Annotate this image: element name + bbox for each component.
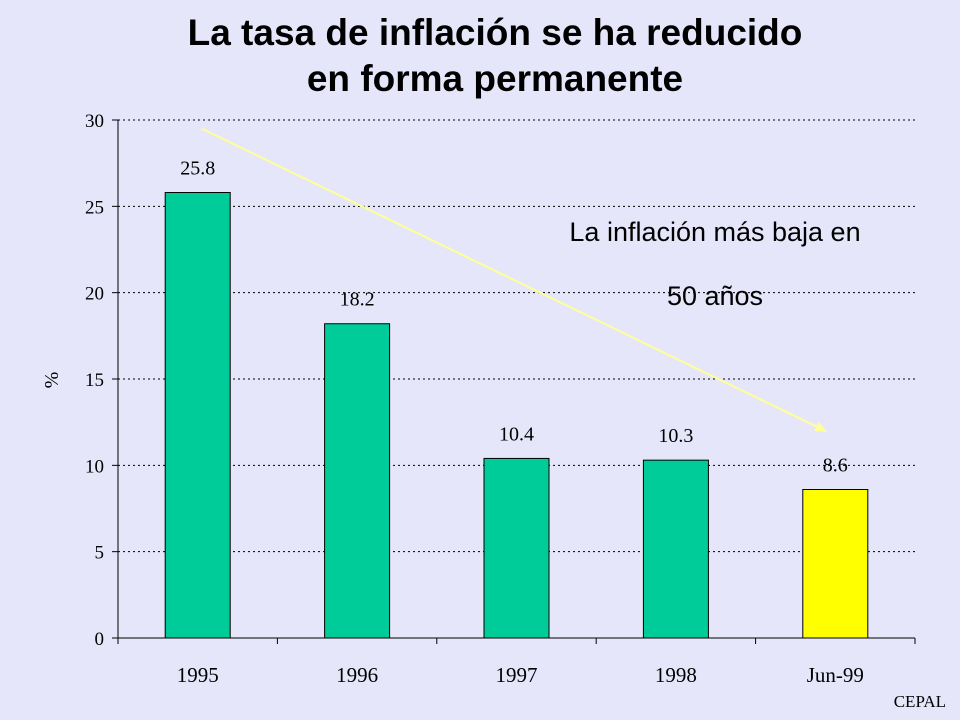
title-line-2: en forma permanente (306, 58, 684, 99)
bar-1997 (483, 457, 550, 639)
bar-1998 (642, 459, 709, 639)
trend-arrow (201, 127, 828, 432)
x-tick-label: 1998 (655, 663, 697, 687)
annotation-line-1: La inflación más baja en (569, 217, 861, 247)
chart-title: La tasa de inflación se ha reducido en f… (0, 10, 960, 102)
x-tick-label: 1995 (177, 663, 219, 687)
source-credit: CEPAL (893, 692, 946, 711)
annotation: La inflación más baja en 50 años (490, 200, 940, 328)
data-label: 18.2 (340, 289, 375, 311)
y-tick-label: 15 (85, 370, 104, 391)
y-tick-label: 20 (85, 284, 104, 305)
y-tick-label: 10 (85, 456, 104, 477)
data-label: 10.4 (499, 423, 534, 445)
y-tick-label: 25 (85, 197, 104, 218)
data-label: 10.3 (658, 425, 693, 447)
y-axis-label: % (41, 372, 63, 389)
x-tick-label: Jun-99 (807, 663, 864, 687)
title-line-1: La tasa de inflación se ha reducido (187, 12, 803, 53)
y-tick-label: 0 (95, 629, 105, 650)
x-tick-label: 1996 (336, 663, 378, 687)
y-tick-label: 30 (85, 111, 104, 132)
bar-1996 (324, 323, 391, 639)
y-tick-label: 5 (95, 543, 105, 564)
data-label: 8.6 (823, 455, 848, 477)
x-tick-label: 1997 (496, 663, 538, 687)
bar-jun-99 (802, 489, 869, 639)
data-label: 25.8 (180, 158, 215, 180)
annotation-line-2: 50 años (666, 281, 764, 311)
bar-1995 (164, 192, 231, 639)
